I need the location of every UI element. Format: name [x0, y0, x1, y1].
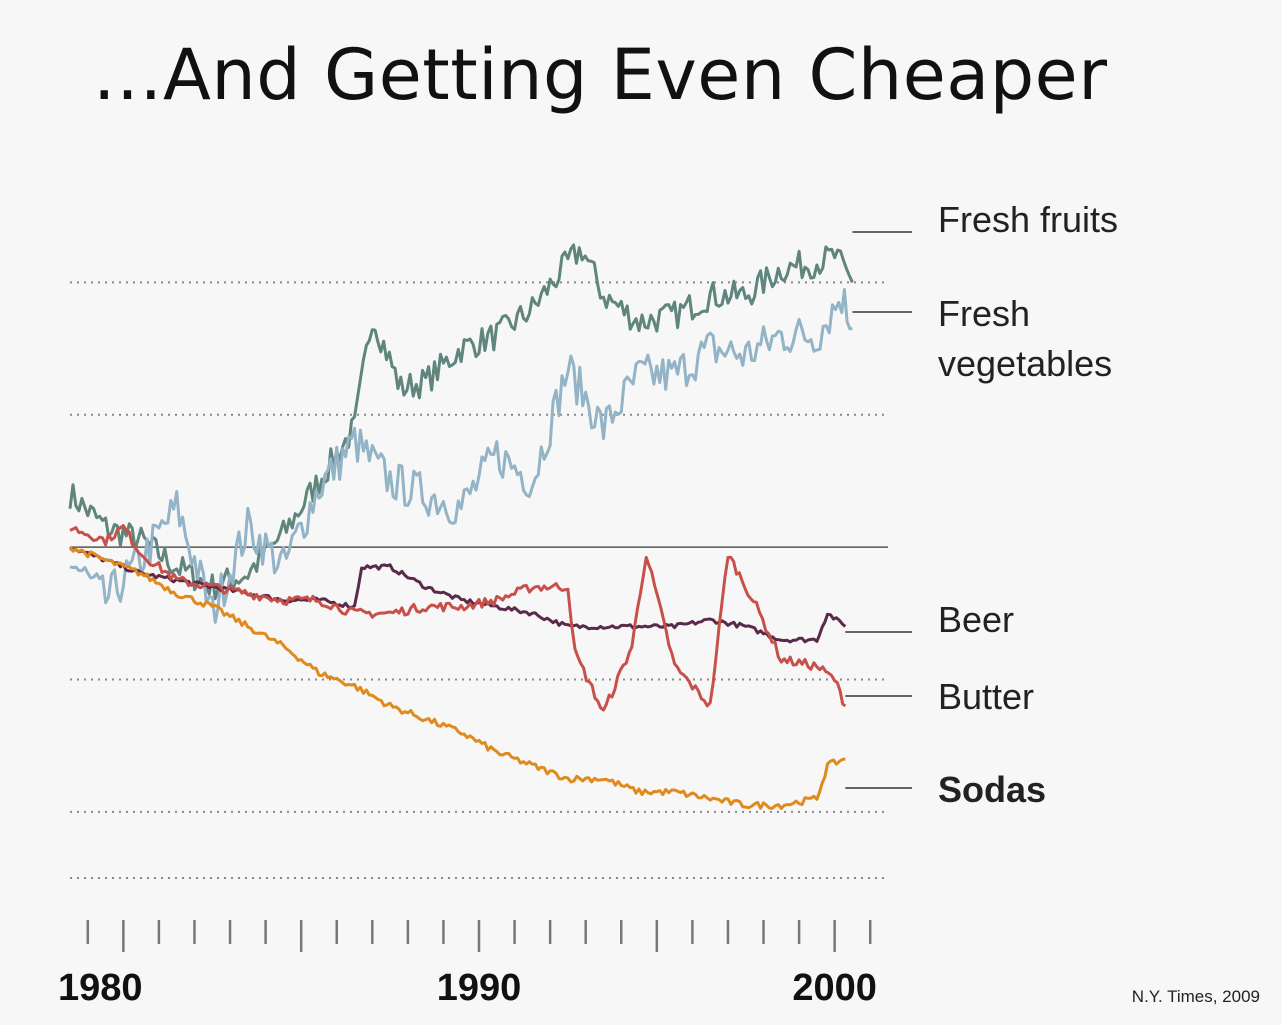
series-label: Beer — [938, 599, 1014, 640]
x-axis-labels: 1980 1990 2000 — [58, 967, 877, 1009]
series-label: Fresh fruits — [938, 199, 1118, 240]
label-connectors — [845, 231, 912, 789]
series-lines — [68, 243, 854, 810]
series-line-fresh-vegetables — [69, 288, 853, 624]
series-label: Sodas — [938, 769, 1046, 810]
slide-title: …And Getting Even Cheaper — [92, 34, 1108, 116]
x-tick-label: 1990 — [437, 967, 522, 1009]
series-line-butter — [69, 524, 847, 712]
series-line-sodas — [68, 546, 846, 810]
series-line-fresh-fruits — [68, 243, 854, 601]
series-label: Fresh — [938, 293, 1030, 334]
year-ticks — [86, 920, 872, 952]
series-label: Butter — [938, 676, 1034, 717]
series-labels: Fresh fruits Fresh vegetables Beer Butter Sod… — [938, 199, 1118, 810]
x-tick-label: 1980 — [58, 967, 143, 1009]
source-note: N.Y. Times, 2009 — [1131, 987, 1260, 1006]
series-label: vegetables — [938, 343, 1112, 384]
series-line-beer — [69, 547, 847, 644]
x-tick-label: 2000 — [792, 967, 877, 1009]
